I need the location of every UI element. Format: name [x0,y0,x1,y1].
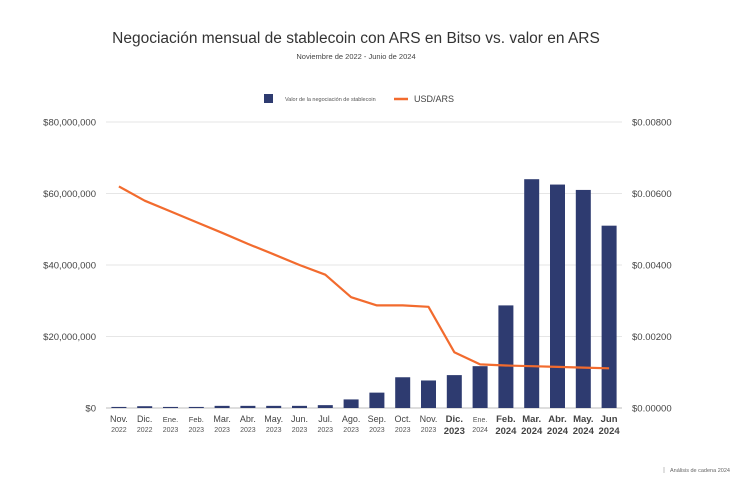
x-tick-month: Mar. [213,414,231,424]
x-axis-labels: Nov. 2022 Dic. 2022 Ene. 2023 Feb. 2023 Mar. 2023… [110,414,620,437]
x-tick-month: Abr. [548,414,566,425]
usd-ars-line [118,185,610,370]
bar [137,406,153,408]
left-tick-label: $20,000,000 [43,332,96,343]
x-tick-month: Jun. [291,414,308,424]
right-tick-label: $0.00800 [632,118,672,129]
x-tick-month: Jun [601,414,618,425]
chart-title: Negociación mensual de stablecoin con AR… [112,30,600,47]
bar [369,392,385,408]
x-tick-month: Abr. [240,414,256,424]
x-tick-month: Mar. [522,414,541,425]
legend-bar-swatch [264,94,273,103]
bar [188,406,204,408]
bars [111,179,617,408]
bar [601,225,617,408]
x-tick-month: Jul. [318,414,332,424]
x-tick-year: 2023 [421,427,437,434]
footer: Análisis de cadena 2024 [663,467,730,474]
x-tick-year: 2023 [189,427,205,434]
x-tick-month: Oct. [394,414,411,424]
bar [163,406,178,408]
bar [343,399,359,408]
x-tick-month: May. [573,414,593,425]
x-tick-month: Ene. [473,417,487,424]
gridlines [106,121,622,409]
bar [214,405,230,408]
bar [575,189,591,408]
x-tick-year: 2024 [472,427,488,434]
x-tick-year: 2023 [343,427,359,434]
bar [240,405,256,408]
left-tick-label: $40,000,000 [43,261,96,272]
bar [395,377,411,408]
bar [550,184,565,408]
bar [266,405,282,408]
left-tick-label: $60,000,000 [43,189,96,200]
bar [524,179,540,408]
x-tick-year: 2023 [395,427,411,434]
x-tick-year: 2024 [495,426,517,437]
left-tick-label: $80,000,000 [43,118,96,129]
x-tick-month: Sep. [368,414,387,424]
x-tick-year: 2022 [137,427,153,434]
x-tick-month: Ene. [163,415,178,424]
x-tick-month: Nov. [110,414,128,424]
x-tick-year: 2023 [214,427,230,434]
right-tick-label: $0.00600 [632,189,672,200]
x-tick-year: 2023 [292,427,308,434]
x-tick-year: 2022 [111,427,127,434]
x-tick-year: 2023 [444,426,465,437]
left-axis: $0 $20,000,000 $40,000,000 $60,000,000 $80,0… [43,118,96,415]
legend-bar-label: Valor de la negociación de stablecoin [285,97,376,103]
x-tick-year: 2024 [547,426,569,437]
right-tick-label: $0.00200 [632,332,672,343]
x-tick-month: Dic. [446,414,463,425]
bar [111,406,127,408]
x-tick-year: 2024 [521,426,543,437]
x-tick-month: Nov. [420,414,438,424]
legend: Valor de la negociación de stablecoin US… [264,94,454,104]
x-tick-year: 2024 [573,426,595,437]
x-tick-year: 2023 [240,427,256,434]
usd-ars-series-line [118,185,610,370]
x-tick-month: Feb. [496,414,516,425]
x-tick-month: Dic. [137,414,153,424]
x-tick-year: 2023 [163,427,179,434]
right-tick-label: $0.00400 [632,261,672,272]
x-tick-year: 2023 [369,427,385,434]
x-tick-year: 2023 [318,427,334,434]
bar [292,405,307,408]
right-axis: $0.00000 $0.00200 $0.00400 $0.00600 $0.00800 [632,118,672,415]
bar [472,366,488,408]
footer-text: Análisis de cadena 2024 [670,468,730,474]
left-tick-label: $0 [85,404,96,415]
bar [317,405,333,408]
bar [498,305,514,408]
bar [446,375,462,408]
x-tick-month: Ago. [342,414,361,424]
x-tick-month: May. [264,414,283,424]
chart-subtitle: Noviembre de 2022 - Junio de 2024 [296,52,415,61]
right-tick-label: $0.00000 [632,404,672,415]
bar [421,380,436,408]
legend-line-label: USD/ARS [414,94,454,104]
x-tick-year: 2024 [599,426,621,437]
x-tick-month: Feb. [189,415,204,424]
x-tick-year: 2023 [266,427,282,434]
